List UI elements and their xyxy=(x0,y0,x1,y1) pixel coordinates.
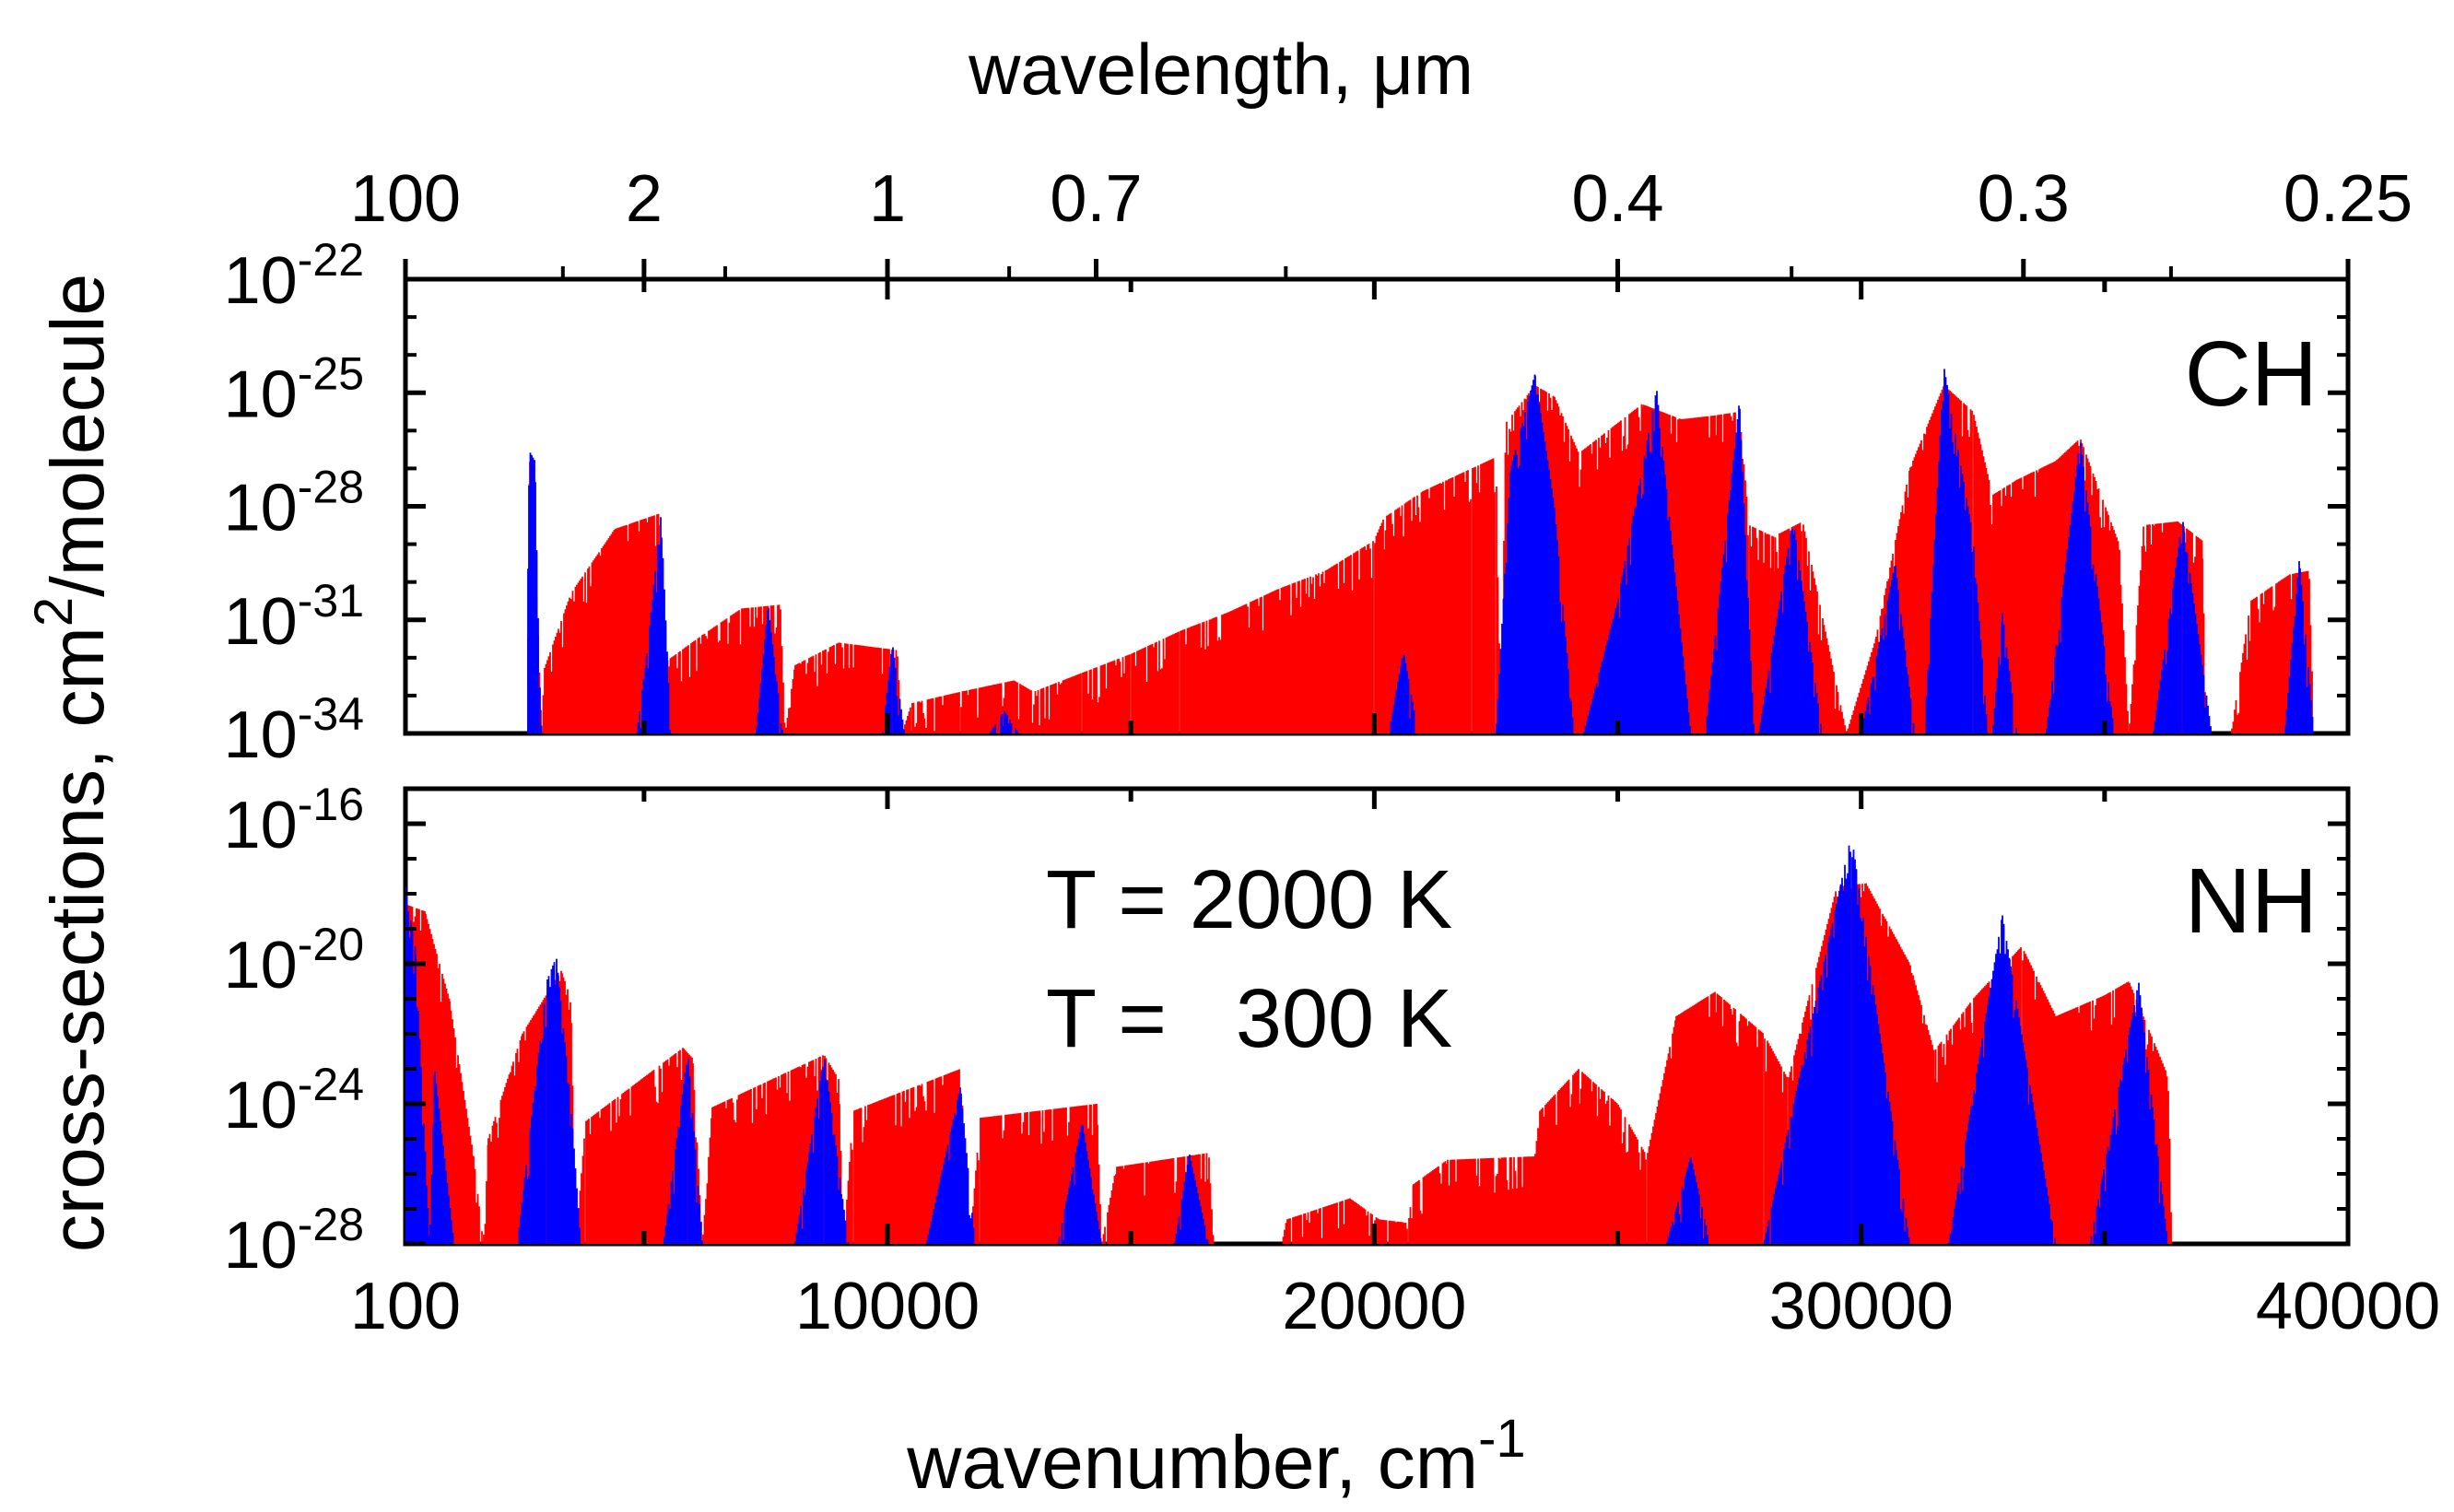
x-tick-label: 100 xyxy=(350,1270,461,1343)
panel-label-nh: NH xyxy=(2185,850,2318,953)
y-tick-label: 10-25 xyxy=(224,347,364,431)
y-tick-label: 10-34 xyxy=(224,688,364,772)
top-tick-label: 2 xyxy=(626,162,663,236)
top-tick-label: 0.25 xyxy=(2284,162,2413,236)
y-tick-label: 10-28 xyxy=(224,462,364,545)
y-tick-label: 10-16 xyxy=(224,779,364,862)
top-tick-label: 100 xyxy=(350,162,461,236)
legend-entry-2000k: T = 2000 K xyxy=(1046,854,1452,946)
top-tick-label: 0.3 xyxy=(1978,162,2070,236)
y-tick-label: 10-22 xyxy=(224,234,364,318)
panel-label-ch: CH xyxy=(2185,322,2318,426)
nh-series-300k xyxy=(405,845,2169,1244)
top-axis-unit: μm xyxy=(1372,29,1474,110)
x-axis-title-sup: -1 xyxy=(1478,1409,1526,1469)
legend-entry-300k: T = 300 K xyxy=(1046,973,1452,1065)
x-axis-title: wavenumber, cm-1 xyxy=(906,1409,1525,1505)
x-tick-label: 20000 xyxy=(1282,1270,1466,1343)
y-tick-label: 10-24 xyxy=(224,1059,364,1143)
y-tick-label: 10-28 xyxy=(224,1199,364,1283)
ch-series-300k xyxy=(527,369,2315,733)
axis-ticks xyxy=(403,259,2351,1247)
top-tick-label: 0.7 xyxy=(1050,162,1142,236)
top-axis-title: wavelength, μm xyxy=(968,29,1474,110)
ch-series-2000k xyxy=(527,385,2315,733)
x-tick-label: 30000 xyxy=(1769,1270,1954,1343)
x-tick-label: 40000 xyxy=(2256,1270,2440,1343)
y-axis-title: cross-sections, cm2/molecule xyxy=(24,274,120,1252)
y-axis-title-sup: 2 xyxy=(24,597,84,627)
y-axis-title-tail: /molecule xyxy=(36,274,120,597)
top-tick-label: 0.4 xyxy=(1571,162,1663,236)
y-tick-label: 10-20 xyxy=(224,919,364,1002)
top-tick-label: 1 xyxy=(869,162,906,236)
y-tick-label: 10-31 xyxy=(224,575,364,659)
spectra-nh xyxy=(405,845,2174,1244)
x-tick-label: 10000 xyxy=(795,1270,980,1343)
spectra-ch xyxy=(527,369,2315,733)
